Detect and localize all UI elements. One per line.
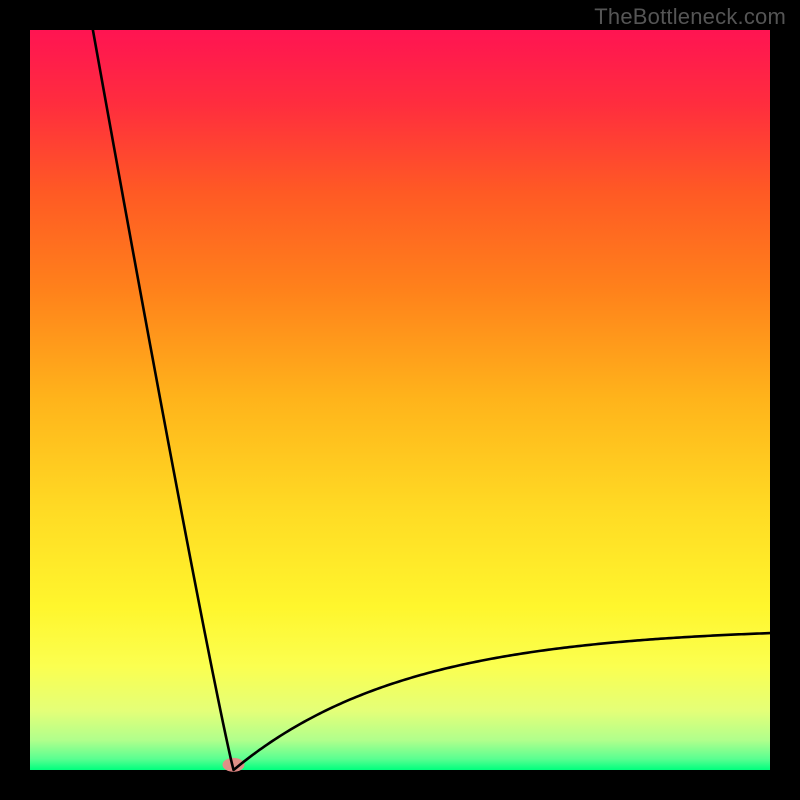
plot-background (30, 30, 770, 770)
bottleneck-chart-svg (0, 0, 800, 800)
watermark-text: TheBottleneck.com (594, 4, 786, 30)
chart-container: TheBottleneck.com (0, 0, 800, 800)
